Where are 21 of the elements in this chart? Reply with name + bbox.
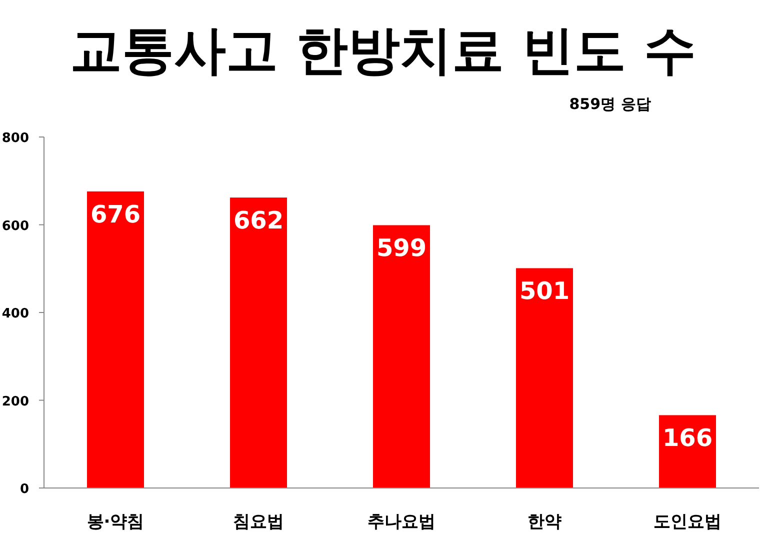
y-tick-label: 0 — [20, 482, 29, 497]
x-tick-label: 한약 — [528, 512, 562, 532]
x-tick-label: 도인요법 — [654, 512, 722, 532]
bar — [373, 225, 430, 488]
chart-title: 교통사고 한방치료 빈도 수 — [70, 21, 696, 81]
y-tick-label: 400 — [2, 306, 29, 322]
data-label: 662 — [233, 206, 284, 235]
data-label: 501 — [519, 277, 570, 306]
chart-subtitle: 859명 응답 — [569, 95, 651, 113]
x-tick-label: 봉·약침 — [86, 512, 144, 532]
data-label: 166 — [662, 424, 713, 452]
x-tick-label: 추나요법 — [368, 512, 436, 532]
data-label: 599 — [376, 234, 427, 262]
x-tick-label: 침요법 — [233, 512, 284, 532]
y-tick-label: 600 — [2, 218, 29, 234]
data-label: 676 — [90, 200, 141, 228]
y-tick-label: 800 — [2, 131, 29, 146]
bar — [516, 268, 573, 488]
y-tick-label: 200 — [2, 394, 29, 410]
bar — [87, 191, 144, 488]
bar — [230, 198, 287, 488]
